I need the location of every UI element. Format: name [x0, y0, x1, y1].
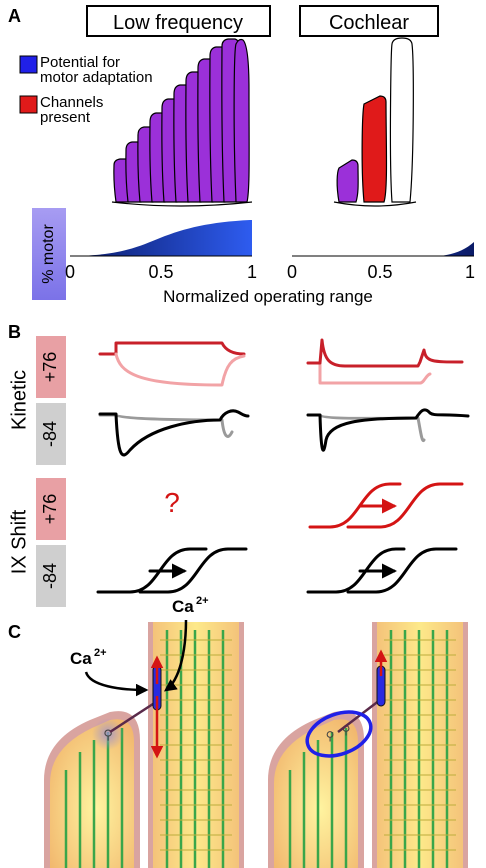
cochlear-tall-row	[389, 37, 414, 203]
cochlear-cuticular-plate	[333, 201, 417, 207]
x-axis-label: Normalized operating range	[163, 287, 373, 306]
ca-arrow-left	[84, 671, 149, 697]
ixshift-cochlear-neg-curves	[306, 547, 458, 594]
kinetic-low-traces	[98, 341, 250, 457]
low-frequency-bundle	[113, 38, 250, 203]
kinetic-low-pos-control	[114, 352, 246, 387]
ixshift-cochlear-pos-curve-2	[346, 482, 464, 529]
kinetic-neg-label: -84	[40, 421, 60, 447]
ixshift-cochlear-neg-curve-2	[346, 547, 458, 594]
kinetic-neg-box	[36, 403, 66, 465]
legend-channels-line1: Channels	[40, 94, 103, 111]
ca-label-left: Ca	[70, 649, 92, 668]
kinetic-pos-box	[36, 336, 66, 398]
ixshift-cochlear-pos-curves	[308, 482, 464, 529]
ixshift-low-neg-curves	[96, 547, 248, 594]
percent-motor-label-box	[32, 208, 66, 300]
tick-left-0: 0	[65, 262, 75, 282]
right-short-stereocilium: ⚲ ⚲	[268, 711, 364, 868]
ixshift-neg-label: -84	[40, 563, 60, 589]
right-tall-stereocilium	[372, 622, 468, 868]
legend-channels-line2: present	[40, 109, 91, 126]
kinetic-low-neg-control	[98, 413, 234, 438]
low-frequency-motor-curve	[70, 220, 252, 256]
right-short-actin	[288, 728, 348, 868]
tick-right-1: 1	[465, 262, 475, 282]
kinetic-cochlear-traces	[306, 338, 470, 452]
stereocilium-11	[233, 38, 250, 203]
legend-motor-swatch	[19, 55, 38, 74]
low-frequency-title: Low frequency	[113, 12, 243, 34]
right-channel-icon-2: ⚲	[342, 723, 351, 737]
cochlear-bundle	[336, 37, 414, 203]
left-short-core	[50, 719, 134, 868]
right-tip-link	[337, 699, 381, 733]
kinetic-low-pos-trace	[98, 341, 246, 356]
panel-a-letter: A	[8, 6, 21, 26]
right-channel-highlight-ring	[305, 710, 373, 758]
percent-motor-label: % motor	[40, 224, 57, 284]
kinetic-cochlear-pos-trace	[306, 338, 464, 368]
tick-left-1: 1	[247, 262, 257, 282]
left-tip-link	[109, 700, 157, 734]
ca-arrow-top	[163, 619, 188, 692]
cochlear-short-row	[336, 159, 359, 203]
kinetic-cochlear-neg-trace	[306, 408, 470, 452]
ixshift-pos-box	[36, 478, 66, 540]
left-short-actin	[64, 728, 124, 868]
right-channel-icon-1: ⚲	[326, 729, 335, 743]
kinetic-pos-label: +76	[40, 352, 60, 383]
cochlear-box	[299, 5, 439, 37]
ixshift-neg-box	[36, 545, 66, 607]
cochlear-title: Cochlear	[329, 12, 409, 34]
tick-right-05: 0.5	[367, 262, 392, 282]
ca-label-top: Ca	[172, 597, 194, 616]
kinetic-row-label: Kinetic	[8, 370, 30, 430]
ixshift-row-label: IX Shift	[8, 509, 30, 574]
cochlear-middle-row	[361, 95, 388, 203]
ca-sup-left: 2+	[94, 647, 107, 659]
legend-motor-line2: motor adaptation	[40, 69, 153, 86]
ixshift-pos-label: +76	[40, 494, 60, 525]
low-frequency-cuticular-plate	[111, 201, 253, 207]
panel-c-letter: C	[8, 622, 21, 642]
unknown-shift-question: ?	[164, 487, 180, 518]
left-channel-icon: ⚲	[103, 728, 113, 743]
left-tall-stereocilium	[148, 622, 244, 868]
cochlear-motor-curve	[292, 242, 474, 256]
legend-motor-line1: Potential for	[40, 54, 120, 71]
left-tall-crosslinks	[160, 639, 232, 851]
legend-channels-swatch	[19, 95, 38, 114]
ca-sup-top: 2+	[196, 595, 209, 607]
kinetic-low-neg-trace	[98, 409, 250, 457]
ixshift-low-neg-curve-2	[138, 547, 248, 594]
tick-left-05: 0.5	[148, 262, 173, 282]
left-short-stereocilium: ⚲	[44, 711, 140, 868]
right-tall-crosslinks	[384, 639, 456, 851]
left-channel-glow	[92, 718, 124, 750]
kinetic-cochlear-pos-control	[306, 361, 432, 385]
panel-b-letter: B	[8, 322, 21, 342]
tick-right-0: 0	[287, 262, 297, 282]
low-frequency-box	[86, 5, 271, 37]
